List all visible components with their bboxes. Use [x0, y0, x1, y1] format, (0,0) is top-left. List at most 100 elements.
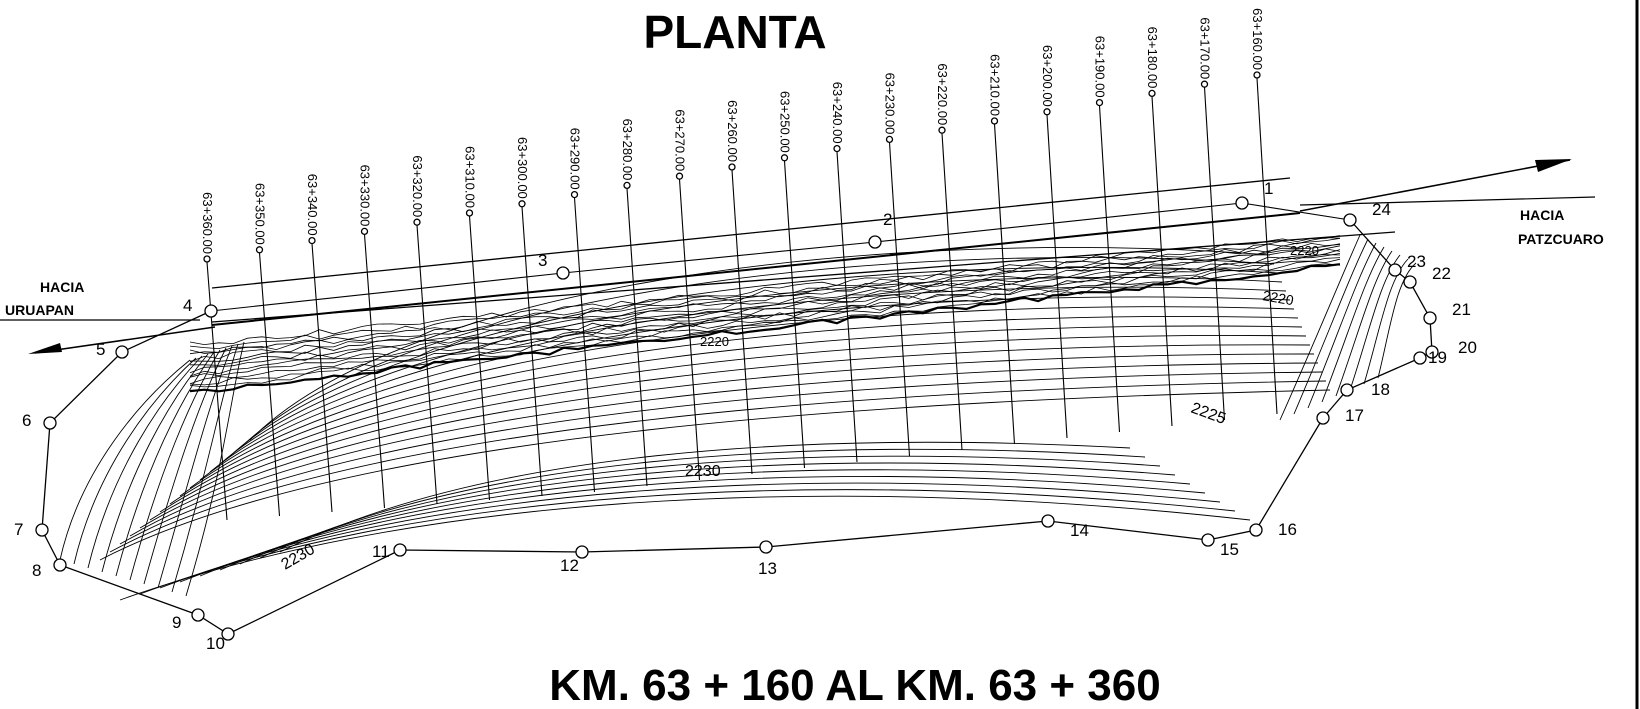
- contour: [87, 355, 203, 569]
- contour: [101, 353, 209, 573]
- survey-point: [575, 545, 589, 559]
- arrow-west-head: [28, 343, 62, 354]
- point-label: 24: [1372, 200, 1391, 219]
- point-label: 23: [1407, 252, 1426, 271]
- contour: [209, 286, 1287, 473]
- contour: [199, 296, 1291, 481]
- station-marker: [1043, 108, 1051, 116]
- station-label: 63+320.00: [410, 155, 425, 217]
- point-label: 10: [206, 634, 225, 653]
- contour-label: 2220: [1290, 243, 1319, 258]
- station-line: [1256, 77, 1278, 415]
- contour: [139, 353, 1315, 529]
- point-label: 2: [883, 210, 892, 229]
- road-cut-contour: [189, 254, 1341, 377]
- contour: [99, 389, 1331, 561]
- point-label: 5: [96, 340, 105, 359]
- station-line: [521, 206, 543, 497]
- station-marker: [570, 190, 579, 199]
- station-marker: [255, 246, 264, 254]
- station-label: 63+190.00: [1093, 36, 1108, 98]
- page-title: PLANTA: [643, 6, 826, 58]
- survey-point: [1249, 523, 1263, 537]
- road-edge-lower: [211, 231, 1396, 323]
- arrow-west-line: [34, 326, 216, 354]
- road-cut-contour: [189, 245, 1341, 362]
- contour: [1377, 262, 1417, 379]
- contour-label: 2220: [1261, 287, 1295, 308]
- contour: [143, 347, 227, 585]
- survey-point: [393, 543, 407, 557]
- contour: [1307, 242, 1377, 409]
- station-label: 63+220.00: [935, 63, 950, 125]
- contour: [239, 455, 1161, 565]
- station-marker: [1148, 89, 1156, 98]
- survey-point: [1201, 533, 1215, 547]
- station-marker: [308, 236, 316, 245]
- station-label: 63+210.00: [988, 54, 1003, 116]
- arrow-east-line: [1299, 159, 1571, 212]
- arrow-east-leader: [1299, 196, 1596, 206]
- survey-point: [1413, 351, 1427, 365]
- station-label: 63+310.00: [463, 146, 478, 208]
- station-line: [626, 188, 648, 487]
- point-label: 1: [1264, 179, 1273, 198]
- station-label: 63+360.00: [200, 192, 215, 254]
- station-marker: [360, 227, 369, 236]
- road-axis: [211, 212, 1301, 326]
- survey-point: [43, 416, 57, 430]
- station-line: [678, 179, 701, 481]
- survey-point: [1316, 411, 1330, 425]
- point-label: 17: [1345, 406, 1364, 425]
- survey-point: [1403, 275, 1417, 289]
- road-cut-contours: [189, 235, 1341, 393]
- station-line: [416, 225, 438, 505]
- contour: [1363, 258, 1409, 385]
- contour: [279, 441, 1131, 553]
- road-cut-contour: [189, 235, 1341, 346]
- survey-point: [556, 266, 570, 280]
- survey-point: [53, 558, 67, 572]
- contour: [185, 341, 245, 597]
- direction-west-line1: HACIA: [40, 279, 84, 295]
- station-marker: [938, 126, 946, 134]
- contour: [119, 495, 1251, 601]
- station-line: [836, 151, 858, 463]
- point-label: 18: [1371, 380, 1390, 399]
- contour: [159, 335, 1307, 513]
- station-marker: [465, 209, 474, 217]
- station-line: [783, 160, 806, 469]
- point-label: 6: [22, 411, 31, 430]
- survey-point: [35, 523, 49, 537]
- direction-east-line1: HACIA: [1520, 207, 1564, 223]
- contour: [129, 362, 1319, 537]
- contour: [229, 266, 1279, 457]
- road-cut-contour: [189, 249, 1341, 374]
- station-line: [258, 252, 281, 517]
- station-label: 63+280.00: [620, 119, 635, 181]
- contour: [169, 325, 1303, 505]
- station-marker: [1200, 80, 1209, 88]
- point-label: 9: [172, 613, 181, 632]
- contour-label: 2225: [1189, 400, 1228, 428]
- station-marker: [833, 144, 841, 153]
- contour-label: 2230: [685, 463, 721, 480]
- point-label: 21: [1452, 300, 1471, 319]
- survey-point: [759, 540, 773, 554]
- station-label: 63+340.00: [305, 174, 320, 236]
- contour: [1293, 238, 1369, 415]
- survey-polygon: [35, 196, 1439, 641]
- point-label: 4: [183, 296, 192, 315]
- survey-point: [1235, 196, 1249, 210]
- point-label: 14: [1070, 521, 1089, 540]
- contour-label: 2220: [700, 334, 729, 349]
- contour: [179, 315, 1299, 497]
- station-line: [1151, 96, 1173, 427]
- survey-point: [1343, 213, 1357, 227]
- station-line: [1098, 105, 1121, 433]
- point-label: 3: [538, 251, 547, 270]
- contour: [159, 482, 1221, 589]
- station-marker: [675, 172, 684, 180]
- road-cut-contour: [189, 258, 1341, 386]
